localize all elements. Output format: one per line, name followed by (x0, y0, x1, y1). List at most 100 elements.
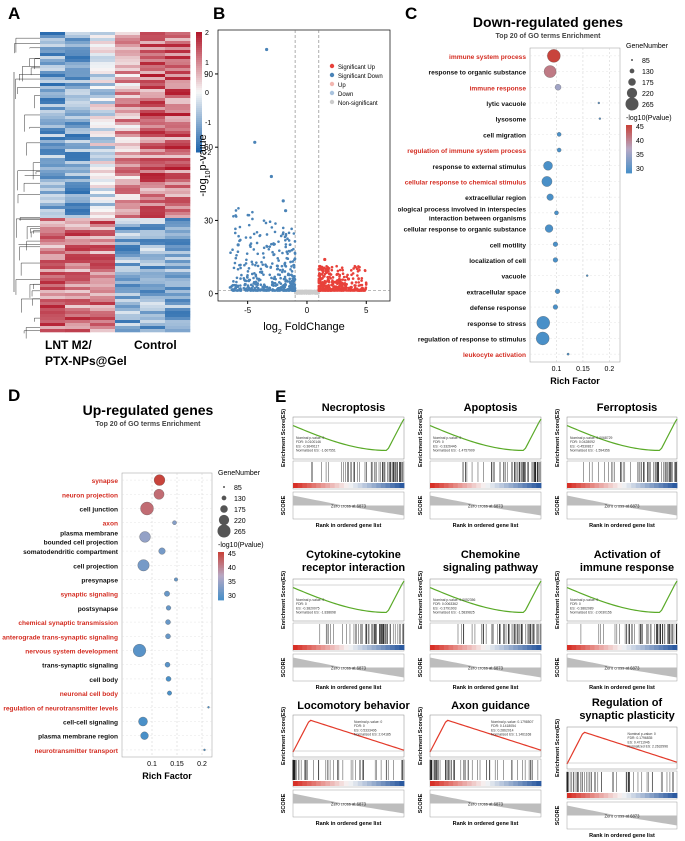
term-label: response to organic substance (429, 70, 527, 77)
colorbar-segment (196, 132, 202, 135)
rank-axis-label: Rank in ordered gene list (589, 523, 655, 529)
rank-bar-segment (649, 793, 655, 798)
heatmap-cell (115, 47, 141, 51)
heatmap-cell (140, 221, 166, 225)
heatmap-cell (90, 152, 116, 156)
term-dot (165, 633, 171, 639)
heatmap-cell (40, 317, 66, 321)
es-frame (292, 578, 405, 622)
rank-bar-segment (353, 781, 359, 786)
heatmap-cell (140, 242, 166, 246)
x-tick-label: 0.1 (147, 761, 157, 768)
rank-bar-segment (494, 483, 500, 488)
term-dot (541, 176, 553, 187)
heatmap-cell (40, 179, 66, 183)
group-label-control: Control (134, 338, 177, 352)
heatmap-cell (165, 95, 191, 99)
heatmap-cell (65, 158, 91, 162)
rank-bar-segment (448, 483, 454, 488)
heatmap-cell (165, 56, 191, 60)
heatmap-cell (140, 38, 166, 42)
point-sig-down (253, 271, 256, 275)
rank-axis-label: Rank in ordered gene list (589, 685, 655, 691)
heatmap-cell (115, 317, 141, 321)
heatmap-cell (115, 32, 141, 36)
gsea-stat: ES: -0.3820075 (296, 606, 320, 610)
colorbar-segment (196, 58, 202, 61)
y-axis-label: -log10p-value (200, 134, 212, 196)
heatmap-cell (165, 113, 191, 117)
rank-bar-segment (443, 483, 449, 488)
color-legend-segment (626, 169, 632, 172)
point-sig-up (336, 269, 340, 273)
rank-bar-segment (672, 645, 678, 650)
point-sig-up (322, 269, 325, 273)
rank-bar-segment (394, 483, 400, 488)
heatmap-cell (90, 32, 116, 36)
term-label: axon (103, 521, 118, 528)
heatmap-cell (40, 125, 66, 129)
size-legend-label: 85 (642, 58, 650, 65)
heatmap-cell (140, 137, 166, 141)
heatmap-cell (140, 245, 166, 249)
rank-bar-segment (580, 793, 586, 798)
heatmap-cell (90, 44, 116, 48)
point-sig-down (278, 273, 282, 277)
zero-cross-label: Zero cross at 6873 (468, 504, 504, 509)
heatmap-cell (65, 275, 91, 279)
heatmap-cell (40, 80, 66, 84)
point-sig-down (234, 286, 238, 289)
heatmap-cell (165, 257, 191, 261)
heatmap-cell (115, 137, 141, 141)
point-sig-down (255, 241, 259, 245)
x-tick-label: 0 (305, 306, 310, 315)
heatmap-cell (65, 257, 91, 261)
es-curve (292, 418, 405, 452)
heatmap-cell (115, 95, 141, 99)
point-sig-down (240, 273, 243, 277)
term-label: cell body (89, 677, 118, 684)
point-sig-down (243, 288, 247, 291)
rank-bar-segment (399, 781, 405, 786)
point-sig-down (255, 230, 259, 234)
point-sig-down (260, 270, 264, 274)
heatmap-cell (115, 158, 141, 162)
rank-bar-segment (306, 483, 312, 488)
heatmap-cell (115, 194, 141, 198)
colorbar-segment (196, 62, 202, 65)
point-sig-down (244, 236, 248, 239)
heatmap-cell (40, 122, 66, 126)
point-sig-down (256, 252, 260, 256)
heatmap-cell (65, 203, 91, 207)
term-dot (158, 547, 166, 555)
gsea-stat: Normalized ES: -1.607551 (296, 449, 336, 453)
es-frame (429, 578, 542, 622)
color-legend-segment (218, 574, 224, 577)
heatmap-cell (40, 275, 66, 279)
colorbar-segment (196, 146, 202, 149)
color-legend-segment (218, 556, 224, 559)
rank-bar-segment (302, 483, 308, 488)
colorbar-segment (196, 124, 202, 127)
heatmap-cell (90, 128, 116, 132)
rank-bar-segment (311, 781, 317, 786)
rank-bar-segment (467, 645, 473, 650)
point-sig-down (249, 242, 253, 245)
es-curve (429, 580, 542, 614)
heatmap-cell (90, 134, 116, 138)
color-legend-title: -log10(Pvalue) (626, 115, 672, 122)
point-sig-down (270, 242, 273, 246)
heatmap-cell (65, 191, 91, 195)
point-sig-up (352, 267, 355, 270)
heatmap-cell (115, 68, 141, 72)
rank-bar-segment (626, 645, 632, 650)
heatmap-cell (140, 71, 166, 75)
heatmap-cell (165, 302, 191, 306)
heatmap-cell (140, 146, 166, 150)
point-sig-down (244, 283, 247, 286)
color-legend-segment (218, 558, 224, 561)
point-sig-down (250, 286, 253, 290)
heatmap-cell (115, 293, 141, 297)
heatmap-cell (140, 131, 166, 135)
rank-bar-segment (399, 483, 405, 488)
